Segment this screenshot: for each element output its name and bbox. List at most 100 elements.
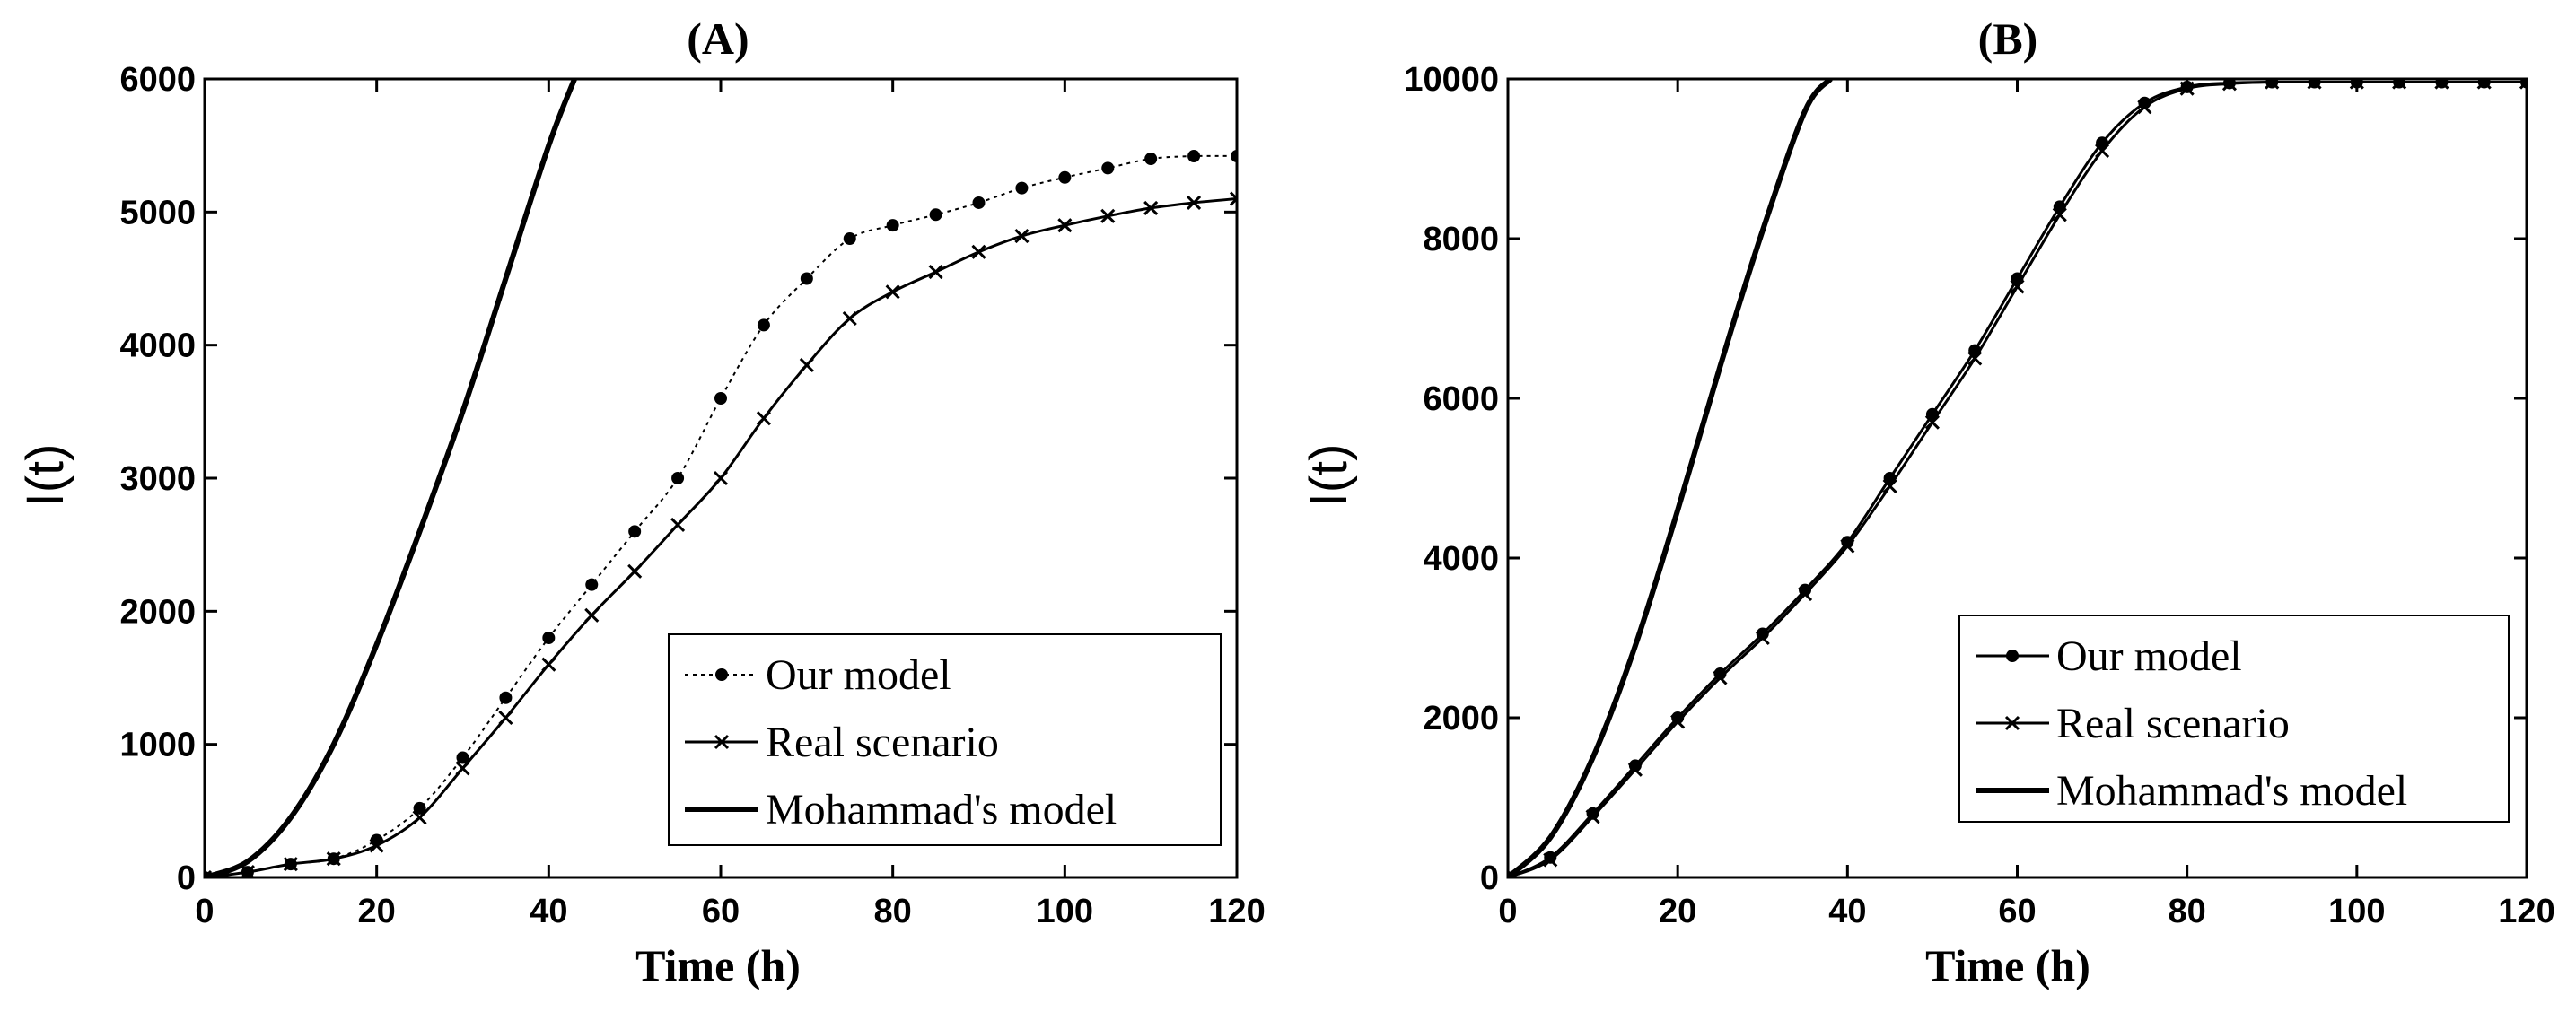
panel-a-series-real-scenario-point: [455, 761, 470, 776]
panel-a-series-real-scenario-point: [412, 810, 427, 825]
panel-a-series-real-scenario-point: [885, 284, 900, 300]
panel-a-series-mohammad-s-model-line: [205, 79, 577, 877]
panel-a-y-tick-label: 4000: [119, 327, 196, 365]
panel-a-title: (A): [687, 13, 749, 64]
panel-a-series-our-model-point: [1058, 170, 1072, 184]
panel-b-legend: Our model Real scenario Mohammad's model: [1958, 615, 2510, 823]
panel-a-x-tick-label: 20: [358, 893, 396, 930]
panel-b-title: (B): [1978, 13, 2038, 64]
panel-a-x-tick-label: 80: [874, 893, 912, 930]
panel-b-series-real-scenario-point: [1713, 670, 1728, 685]
panel-a-series-real-scenario-point: [1187, 195, 1202, 211]
panel-b-series-real-scenario-point: [2392, 79, 2407, 90]
panel-a-series-our-model-point: [413, 801, 426, 815]
panel-a-legend-our-model-label: Our model: [766, 651, 951, 699]
panel-b-y-tick-label: 10000: [1404, 61, 1499, 99]
panel-b-series-real-scenario-point: [2137, 100, 2152, 115]
panel-a: (A) I(t) Time (h) 0 20 40 60 80 100 120 0 1000 20…: [16, 13, 1266, 990]
panel-b-series-real-scenario-point: [2434, 79, 2449, 90]
panel-a-series-our-model-point: [1231, 150, 1237, 163]
panel-a-series-real-scenario-point: [1143, 200, 1159, 215]
panel-a-series-our-model-line: [205, 154, 1237, 877]
panel-a-x-tick-label: 100: [1037, 893, 1093, 930]
panel-b-series-real-scenario-point: [1585, 809, 1600, 824]
panel-b-series-our-model-point: [1671, 711, 1685, 724]
panel-b-series-real-scenario-point: [1840, 538, 1855, 554]
panel-a-series-real-scenario-point: [713, 470, 729, 486]
panel-a-y-tick-label: 1000: [119, 727, 196, 764]
panel-a-series-our-model-point: [757, 318, 770, 332]
panel-a-series-our-model-point: [843, 232, 856, 245]
panel-b-legend-our-model-label: Our model: [2056, 632, 2242, 680]
panel-a-y-tick-label: 0: [177, 859, 196, 897]
panel-b-x-tick-label: 80: [2169, 893, 2206, 930]
panel-b-series-real-scenario-point: [2095, 144, 2110, 159]
panel-a-series-real-scenario-point: [541, 657, 556, 672]
panel-a-series-our-model-point: [628, 525, 642, 538]
panel-a-series-real-scenario-point: [240, 865, 255, 877]
panel-b-x-tick-label: 60: [1998, 893, 2036, 930]
panel-b-x-tick-label: 40: [1828, 893, 1866, 930]
panel-b-legend-mohammad-s-model-label: Mohammad's model: [2056, 767, 2407, 815]
panel-a-series-real-scenario-point: [369, 838, 384, 853]
panel-a-series-real-scenario-point: [1100, 208, 1116, 223]
panel-a-series-real-scenario-point: [283, 857, 298, 872]
panel-b-series-real-scenario-point: [2265, 79, 2280, 90]
panel-b-series-real-scenario-point: [1967, 351, 1983, 366]
panel-a-y-tick-label: 6000: [119, 61, 196, 99]
panel-a-series-our-model-point: [542, 632, 556, 644]
panel-a-series-real-scenario-point: [1057, 218, 1073, 233]
panel-a-series-our-model-point: [714, 392, 727, 405]
panel-a-series-real-scenario-point: [584, 607, 600, 623]
panel-b-y-tick-label: 2000: [1423, 700, 1499, 737]
panel-b-series-our-model-point: [1628, 759, 1642, 772]
panel-a-series-real-scenario-point: [670, 517, 686, 532]
panel-b-series-real-scenario-point: [1543, 852, 1558, 868]
panel-a-legend: Our model Real scenario Mohammad's model: [668, 633, 1222, 846]
panel-b-y-tick-label: 8000: [1423, 221, 1499, 258]
panel-b-x-tick-label: 120: [2498, 893, 2554, 930]
panel-a-series-real-scenario-point: [205, 869, 213, 877]
panel-a-series-real-scenario-point: [971, 244, 986, 259]
panel-a-series-real-scenario-point: [326, 851, 341, 867]
panel-b-series-our-model-point: [1586, 807, 1599, 820]
panel-b-series-real-scenario-point: [2221, 79, 2238, 92]
panel-b-series-real-scenario-point: [1670, 714, 1686, 729]
panel-b-legend-box: [1958, 615, 2510, 823]
panel-a-series-real-scenario-point: [928, 265, 943, 280]
panel-a-series-real-scenario-point: [756, 411, 771, 426]
panel-a-series-our-model-point: [1187, 150, 1201, 163]
panel-b-x-axis-label: Time (h): [1925, 940, 2090, 990]
panel-a-series-our-model-point: [1101, 161, 1115, 175]
panel-a-x-tick-label: 40: [530, 893, 567, 930]
panel-b-series-our-model-point: [1713, 667, 1727, 681]
panel-b-series-real-scenario-point: [2179, 81, 2195, 96]
panel-a-x-tick-label: 120: [1208, 893, 1265, 930]
panel-b-y-tick-label: 0: [1480, 859, 1499, 897]
panel-a-y-tick-label: 3000: [119, 460, 196, 498]
panel-a-series-our-model-point: [800, 272, 813, 285]
panel-a-series-real-scenario-point: [799, 357, 814, 372]
panel-b-x-tick-label: 100: [2328, 893, 2385, 930]
panel-a-series-our-model-point: [585, 578, 599, 591]
panel-b-series-our-model-point: [1799, 583, 1812, 597]
panel-a-series-real-scenario-point: [627, 563, 643, 579]
panel-b-series-our-model-point: [1841, 536, 1854, 549]
panel-b-y-tick-label: 4000: [1423, 540, 1499, 578]
panel-b-legend-real-scenario-label: Real scenario: [2056, 700, 2290, 747]
panel-a-legend-box: [668, 633, 1222, 846]
panel-a-series-our-model-point: [929, 208, 942, 222]
panel-b-series-real-scenario-point: [1627, 762, 1643, 777]
panel-a-legend-mohammad-s-model-label: Mohammad's model: [766, 786, 1117, 833]
panel-b-series-real-scenario-point: [2052, 207, 2067, 222]
panel-a-y-tick-label: 5000: [119, 194, 196, 231]
panel-a-series-real-scenario-point: [1229, 191, 1237, 206]
panel-a-series-our-model-point: [972, 196, 986, 209]
panel-b-x-tick-label: 20: [1659, 893, 1696, 930]
panel-b-series-real-scenario-point: [1797, 586, 1813, 602]
panel-a-legend-our-model-marker: [715, 668, 728, 681]
panel-b-x-tick-label: 0: [1498, 893, 1517, 930]
panel-a-series-real-scenario-point: [1014, 228, 1030, 244]
panel-a-legend-real-scenario-label: Real scenario: [766, 719, 999, 766]
